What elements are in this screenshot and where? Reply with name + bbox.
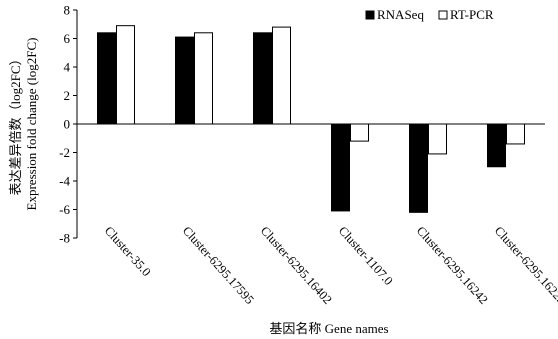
x-tick-label: Cluster-6295.16242 xyxy=(414,224,491,307)
bar-rnaseq-cluster-6295-16222 xyxy=(487,123,506,168)
y-tick-label: -4 xyxy=(59,174,70,189)
category-labels: Cluster-35.0 Cluster-6295.17595 Cluster-62… xyxy=(102,224,558,307)
y-tick-label: 2 xyxy=(64,88,71,103)
y-tick-label: 8 xyxy=(64,3,71,18)
legend-label-rnaseq: RNASeq xyxy=(377,7,424,22)
bar-rnaseq-cluster-6295-16402 xyxy=(253,32,272,125)
x-axis-title: 基因名称 Gene names xyxy=(269,321,388,336)
x-tick-label: Cluster-35.0 xyxy=(102,224,154,279)
bar-rt-pcr-cluster-6295-16222 xyxy=(506,123,525,145)
bars xyxy=(97,25,525,213)
y-axis-title: 表达差异倍数（log2FC） Expression fold change (l… xyxy=(8,38,39,211)
y-axis-title-line2: Expression fold change (log2FC) xyxy=(24,38,39,211)
y-tick-label: 0 xyxy=(64,117,71,132)
y-tick-label: 4 xyxy=(64,60,71,75)
y-tick-label: 6 xyxy=(64,31,71,46)
legend-swatch-rnaseq xyxy=(365,10,375,20)
bar-rt-pcr-cluster-1107-0 xyxy=(350,123,369,142)
x-tick-label: Cluster-6295.16402 xyxy=(258,224,335,307)
bar-rt-pcr-cluster-6295-16242 xyxy=(428,123,447,155)
bar-rnaseq-cluster-6295-16242 xyxy=(409,123,428,213)
y-axis-title-line1: 表达差异倍数（log2FC） xyxy=(8,52,23,195)
bar-rt-pcr-cluster-35-0 xyxy=(116,25,135,125)
bar-rnaseq-cluster-1107-0 xyxy=(331,123,350,212)
bar-rt-pcr-cluster-6295-16402 xyxy=(272,26,291,125)
bar-rnaseq-cluster-35-0 xyxy=(97,32,116,125)
x-tick-label: Cluster-1107.0 xyxy=(336,224,396,288)
y-tick-label: -6 xyxy=(59,202,70,217)
y-tick-label: -2 xyxy=(59,145,70,160)
bar-rt-pcr-cluster-6295-17595 xyxy=(194,32,213,125)
y-axis: -8 -6 -4 -2 0 2 4 6 8 xyxy=(59,3,78,246)
legend-label-rtpcr: RT-PCR xyxy=(450,7,494,22)
x-tick-label: Cluster-6295.17595 xyxy=(180,224,257,307)
y-tick-label: -8 xyxy=(59,231,70,246)
bar-rnaseq-cluster-6295-17595 xyxy=(175,36,194,125)
legend: RNASeq RT-PCR xyxy=(365,7,494,22)
legend-swatch-rtpcr xyxy=(438,10,448,20)
x-tick-label: Cluster-6295.16222 xyxy=(492,224,558,307)
